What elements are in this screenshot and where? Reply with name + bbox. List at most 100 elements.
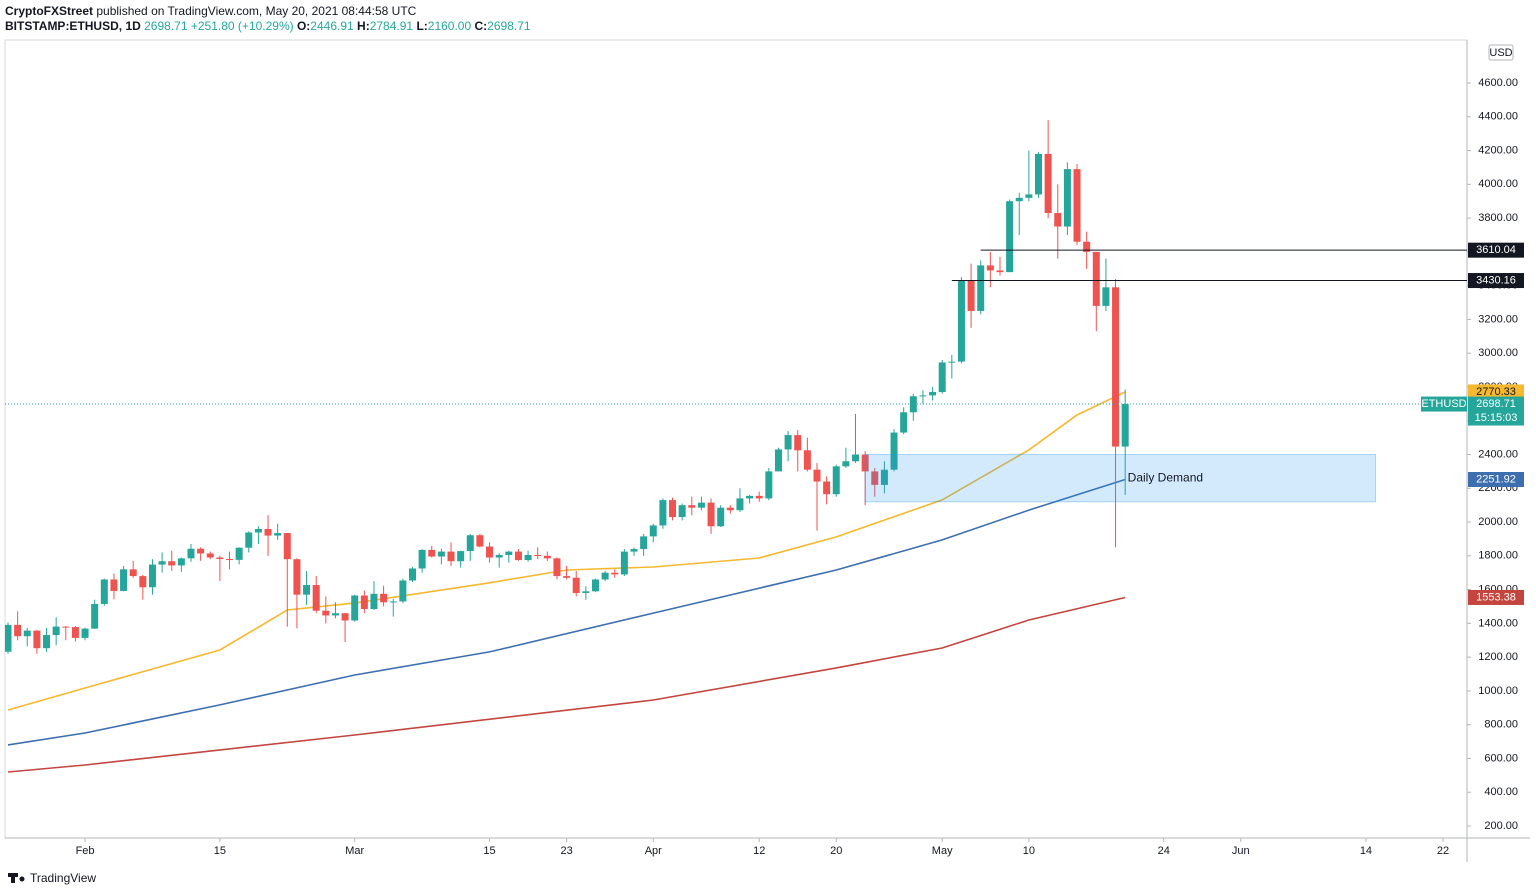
ohlc-value: 2160.00 [427,19,472,33]
candle-body [957,280,965,362]
candle-body [986,265,994,271]
symbol-line: BITSTAMP:ETHUSD, 1D 2698.71 +251.80 (+10… [5,19,531,34]
candle-body [408,568,416,581]
candle-body [948,361,956,363]
pane-border [4,39,1468,839]
candle-body [283,533,291,560]
ohlc-value: 2698.71 [487,19,531,33]
candle-body [418,549,426,569]
candle-body [33,630,41,649]
moving-average [7,391,1126,711]
candle-body [572,577,580,593]
candle-body [1102,287,1110,306]
x-tick-label: Jun [1232,845,1250,857]
x-tick-label: 24 [1158,845,1170,857]
publish-line: CryptoFXStreet published on TradingView.… [5,4,531,19]
candle-body [534,554,542,556]
candle-body [630,549,638,552]
candle-body [880,469,888,485]
y-tick-label: 2000.00 [1478,516,1518,528]
last-price-label-box [1468,396,1524,412]
x-tick-label: May [932,845,953,857]
level-label: 3430.16 [1476,274,1516,286]
candle-body [736,498,744,511]
price: 2698.71 [144,19,188,33]
candle-body [399,580,407,602]
header: CryptoFXStreet published on TradingView.… [5,4,531,34]
candle-body [226,559,234,561]
candle-body [852,454,860,462]
candle-body [1083,241,1091,252]
candle-body [81,628,89,638]
candle-body [717,507,725,527]
ma-label-box [1468,472,1524,488]
candle-body [235,547,243,560]
candle-body [380,593,388,603]
candle-body [389,601,397,603]
demand-zone [864,454,1377,503]
candle-body [197,548,205,554]
x-tick-label: 23 [560,845,572,857]
countdown-box [1468,410,1524,426]
zone-label: Daily Demand [1128,470,1203,484]
candle-body [524,554,532,561]
candle-body [216,557,224,560]
candle-body [832,466,840,495]
ma-label: 1553.38 [1476,591,1516,603]
candle-body [293,559,301,595]
candle-body [1073,169,1081,242]
candle-body [553,558,561,577]
candle-body [1035,153,1043,195]
candle-body [1092,251,1100,306]
candle-body [100,579,108,604]
ohlc-value: 2784.91 [369,19,414,33]
candle-body [1063,169,1071,227]
y-tick-label: 200.00 [1484,820,1518,832]
author: CryptoFXStreet [5,4,94,18]
candle-body [52,626,60,636]
candle-body [158,561,166,565]
y-tick-label: 1200.00 [1478,651,1518,663]
candle-body [784,435,792,450]
candle-body [707,502,715,527]
y-tick-label: 3200.00 [1478,313,1518,325]
candle-body [649,525,657,537]
candle-body [206,553,214,558]
candle-body [274,533,282,536]
candle-body [62,626,70,628]
level-label: 3610.04 [1476,244,1516,256]
level-label-box [1468,273,1524,289]
pane [5,120,1467,773]
y-tick-label: 1000.00 [1478,685,1518,697]
candle-body [1044,153,1052,214]
candle-body [746,495,754,499]
candle-body [591,579,599,592]
candle-body [1025,194,1033,198]
y-tick-label: 3800.00 [1478,212,1518,224]
x-tick-label: Mar [345,845,364,857]
candle-body [842,461,850,467]
candle-body [91,603,99,629]
candle-body [514,551,522,561]
candle-body [148,564,156,588]
ohlc-key: H: [357,19,370,33]
candle-body [929,392,937,396]
x-tick-label: Feb [76,845,95,857]
y-tick-label: 4400.00 [1478,111,1518,123]
y-tick-label: 400.00 [1484,786,1518,798]
candle-body [14,624,22,637]
candle-body [659,500,667,526]
x-tick-label: 15 [214,845,226,857]
ohlc-key: O: [296,19,311,33]
candle-body [264,528,272,536]
ma-label-box [1468,589,1524,605]
y-tick-label: 4200.00 [1478,144,1518,156]
candle-body [640,536,648,550]
candle-body [495,554,503,558]
candle-body [996,270,1004,273]
candle-body [938,362,946,393]
candle-body [466,535,474,552]
candle-body [1015,197,1023,202]
candle-body [476,535,484,547]
candle-body [360,595,368,610]
